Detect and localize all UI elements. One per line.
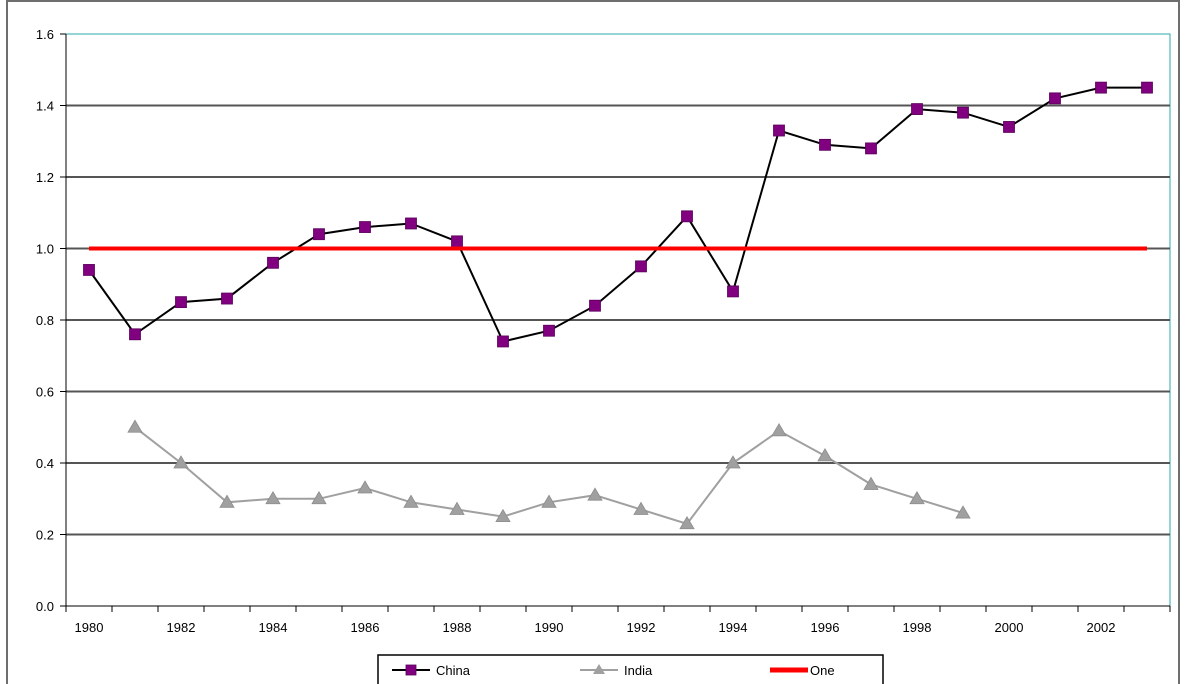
legend-label: China: [436, 663, 471, 678]
x-tick-label: 2002: [1087, 620, 1116, 635]
legend-label: India: [624, 663, 653, 678]
china-point: [221, 292, 233, 305]
y-tick-label: 0.2: [36, 528, 54, 543]
x-tick-label: 1980: [75, 620, 104, 635]
china-point: [313, 228, 325, 241]
india-point: [771, 423, 787, 437]
legend-label: One: [810, 663, 835, 678]
china-point: [543, 324, 555, 337]
india-point: [449, 501, 465, 515]
india-point: [219, 494, 235, 508]
china-point: [451, 235, 463, 248]
china-point: [911, 103, 923, 115]
china-point: [957, 106, 969, 119]
india-point: [403, 494, 419, 508]
china-point: [1003, 121, 1015, 133]
legend-marker-square: [405, 664, 417, 676]
china-point: [405, 217, 417, 230]
india-point: [863, 476, 879, 490]
china-point: [727, 285, 739, 298]
india-point: [173, 455, 189, 469]
china-point: [497, 335, 509, 348]
x-tick-label: 1986: [351, 620, 380, 635]
legend: China India One: [377, 654, 884, 684]
x-tick-label: 1998: [903, 620, 932, 635]
legend-item-india: India: [580, 663, 653, 678]
india-point: [495, 508, 511, 523]
y-tick-label: 1.2: [36, 170, 54, 185]
china-point: [681, 210, 693, 223]
series-line-china: [88, 86, 1147, 343]
india-point: [587, 487, 603, 501]
x-tick-label: 1984: [259, 620, 288, 635]
india-point: [127, 419, 143, 433]
legend-marker-triangle: [593, 664, 605, 674]
y-tick-label: 1.4: [36, 99, 54, 114]
india-point: [909, 490, 925, 505]
india-point: [633, 501, 649, 515]
legend-item-one: One: [770, 663, 835, 678]
x-tick-label: 1994: [719, 620, 748, 635]
series-india: [127, 419, 971, 530]
y-tick-label: 1.0: [36, 242, 54, 257]
series-china: [83, 81, 1153, 348]
china-point: [635, 260, 647, 273]
china-point: [175, 296, 187, 309]
india-point: [265, 490, 281, 505]
x-tick-label: 1996: [811, 620, 840, 635]
legend-item-china: China: [392, 663, 471, 678]
axes: 0.0 0.2 0.4 0.6 0.8 1.0 1.2 1.4 1.6 1980 1982 1984 1…: [36, 27, 1171, 635]
china-point: [819, 138, 831, 151]
series-layer: [83, 81, 1153, 530]
y-tick-label: 0.0: [36, 599, 54, 614]
india-point: [311, 490, 327, 505]
y-tick-label: 0.8: [36, 313, 54, 328]
india-point: [679, 515, 695, 530]
x-tick-label: 1990: [535, 620, 564, 635]
y-tick-label: 0.4: [36, 456, 54, 471]
china-point: [267, 256, 279, 269]
china-point: [83, 264, 95, 276]
india-point: [357, 480, 373, 494]
china-point: [1095, 81, 1107, 94]
china-point: [773, 124, 785, 137]
india-point: [955, 505, 971, 519]
india-point: [725, 455, 741, 469]
y-tick-label: 0.6: [36, 385, 54, 400]
china-point: [865, 142, 877, 155]
india-point: [541, 494, 557, 508]
china-point: [589, 299, 601, 312]
y-tick-label: 1.6: [36, 27, 54, 42]
china-point: [1049, 92, 1061, 105]
china-point: [1141, 81, 1153, 94]
india-point: [817, 448, 833, 462]
x-tick-label: 1992: [627, 620, 656, 635]
x-tick-label: 1988: [443, 620, 472, 635]
china-point: [129, 328, 141, 341]
china-point: [359, 221, 371, 233]
x-tick-label: 1982: [167, 620, 196, 635]
x-tick-label: 2000: [995, 620, 1024, 635]
